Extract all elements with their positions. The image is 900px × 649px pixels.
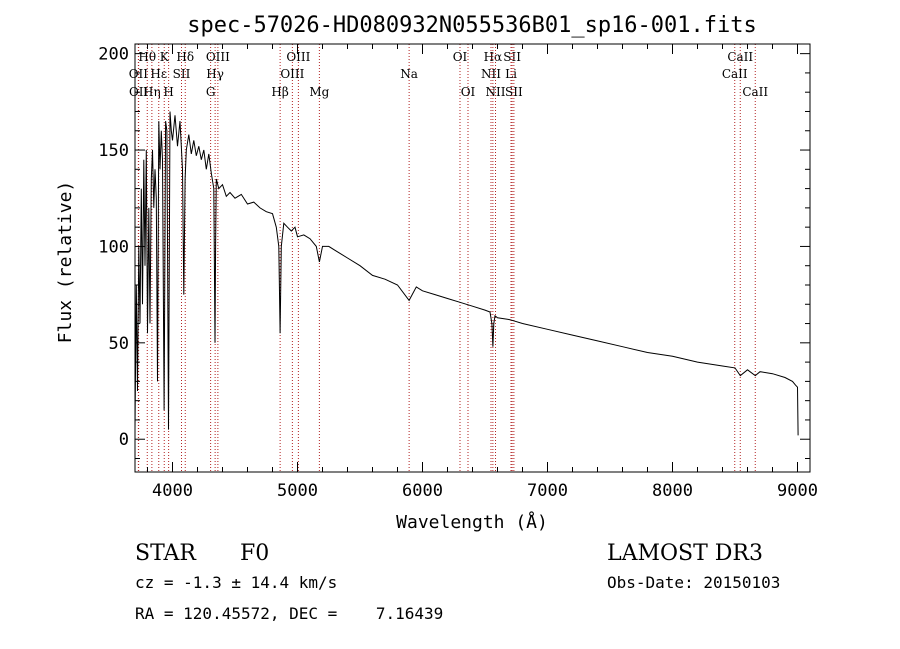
line-marker-label: Hβ — [271, 85, 288, 99]
line-marker-label: OI — [461, 85, 476, 99]
line-marker-label: SII — [505, 85, 523, 99]
y-tick-label: 200 — [98, 45, 129, 65]
line-marker-label: OIII — [286, 50, 310, 64]
line-marker-label: H — [163, 85, 173, 99]
line-marker-label: Li — [505, 67, 517, 81]
sky-coordinates: RA = 120.45572, DEC = 7.16439 — [135, 604, 443, 623]
y-tick-label: 100 — [98, 237, 129, 257]
x-axis-ticks: 4000 5000 6000 7000 8000 9000 — [147, 44, 818, 501]
y-axis-ticks: 0 50 100 150 200 — [98, 45, 810, 460]
y-tick-label: 150 — [98, 141, 129, 161]
line-marker-label: Mg — [309, 85, 329, 99]
line-marker-label: OIII — [280, 67, 304, 81]
chart-title: spec-57026-HD080932N055536B01_sp16-001.f… — [187, 13, 757, 38]
observation-date: Obs-Date: 20150103 — [607, 573, 780, 592]
line-marker-label: NII — [481, 67, 501, 81]
line-marker-label: SII — [173, 67, 191, 81]
line-marker-label: Hγ — [206, 67, 224, 81]
line-marker-label: SII — [503, 50, 521, 64]
x-tick-label: 5000 — [277, 481, 318, 501]
line-marker-label: Na — [400, 67, 418, 81]
line-marker-label: G — [206, 85, 216, 99]
spectrum-line — [134, 111, 799, 436]
line-marker-label: Hε — [150, 67, 167, 81]
line-marker-label: Hθ — [138, 50, 156, 64]
survey-name: LAMOST DR3 — [607, 541, 763, 566]
redshift-cz: cz = -1.3 ± 14.4 km/s — [135, 573, 337, 592]
line-marker-label: CaII — [722, 67, 748, 81]
y-tick-label: 0 — [119, 430, 129, 450]
line-marker-label: Hδ — [176, 50, 194, 64]
plot-frame — [134, 43, 811, 473]
x-axis-label: Wavelength (Å) — [396, 511, 548, 533]
x-tick-label: 7000 — [527, 481, 568, 501]
x-tick-label: 6000 — [402, 481, 443, 501]
line-marker-label: Hα — [484, 50, 503, 64]
object-class: STAR — [135, 541, 197, 566]
y-tick-label: 50 — [109, 334, 129, 354]
line-marker-label: Hη — [143, 85, 161, 99]
y-axis-label: Flux (relative) — [55, 181, 76, 344]
x-tick-label: 4000 — [152, 481, 193, 501]
x-tick-label: 9000 — [777, 481, 818, 501]
line-marker-label: OIII — [206, 50, 230, 64]
object-subclass: F0 — [240, 541, 269, 566]
line-marker-label: CaII — [727, 50, 753, 64]
line-marker-label: OI — [453, 50, 468, 64]
line-marker-label: K — [160, 50, 170, 64]
line-marker-label: NII — [486, 85, 506, 99]
line-marker-label: CaII — [742, 85, 768, 99]
x-tick-label: 8000 — [652, 481, 693, 501]
